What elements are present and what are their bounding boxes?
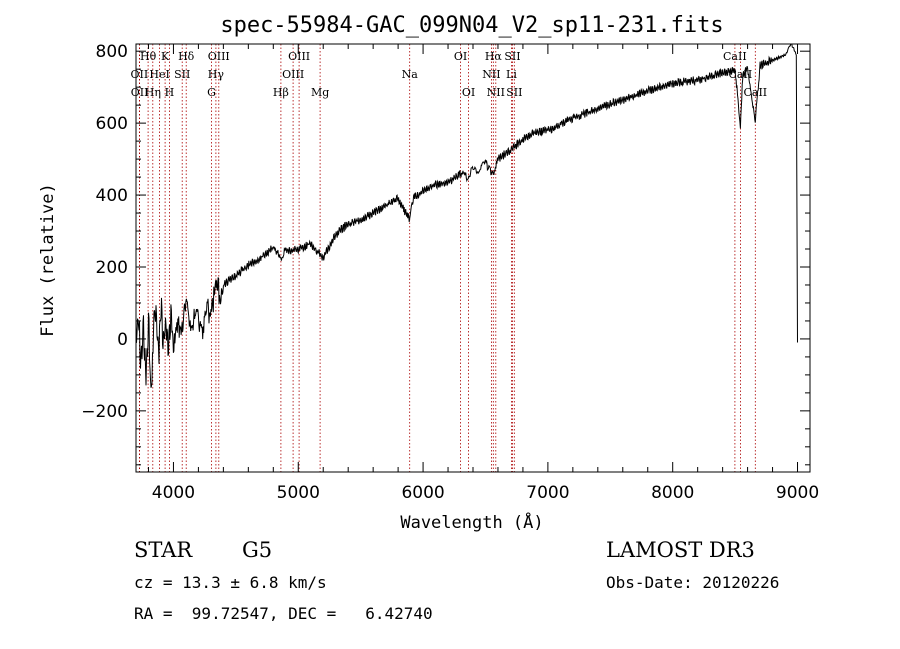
observation-date: Obs-Date: 20120226 — [606, 573, 780, 592]
object-class: STAR — [134, 538, 193, 562]
line-label-sii: SII — [506, 86, 522, 99]
line-label-hθ: Hθ — [140, 50, 157, 63]
line-label-caii: CaII — [723, 50, 747, 63]
line-markers — [138, 44, 756, 472]
line-label-k: K — [161, 50, 170, 63]
line-label-nii: NII — [487, 86, 505, 99]
object-subclass: G5 — [242, 538, 273, 562]
line-label-nii: NII — [482, 68, 500, 81]
survey-name: LAMOST DR3 — [606, 538, 755, 562]
line-label-oiii: OIII — [282, 68, 304, 81]
line-label-na: Na — [402, 68, 419, 81]
line-label-g: G — [207, 86, 216, 99]
y-tick-label-0: 0 — [117, 330, 128, 350]
line-label-oi: OI — [454, 50, 467, 63]
axis-ticks: 4000 5000 6000 7000 8000 9000 −200 0 200 400 600 80… — [81, 42, 819, 503]
x-tick-label-5000: 5000 — [277, 483, 320, 503]
x-tick-label-6000: 6000 — [401, 483, 444, 503]
line-label-hγ: Hγ — [208, 68, 225, 81]
line-label-li: Li — [506, 68, 517, 81]
x-tick-label-9000: 9000 — [776, 483, 819, 503]
chart-title: spec-55984-GAC_099N04_V2_sp11-231.fits — [220, 13, 723, 38]
line-label-sii: SII — [174, 68, 190, 81]
coordinates: RA = 99.72547, DEC = 6.42740 — [134, 604, 433, 623]
y-tick-label-200: 200 — [96, 258, 128, 278]
x-tick-label-4000: 4000 — [152, 483, 195, 503]
line-label-oi: OI — [462, 86, 475, 99]
spectrum-line — [135, 43, 798, 388]
y-tick-label-800: 800 — [96, 42, 128, 62]
line-label-sii: SII — [504, 50, 520, 63]
y-tick-label-400: 400 — [96, 186, 128, 206]
line-label-caii: CaII — [729, 68, 753, 81]
line-label-hβ: Hβ — [273, 86, 289, 99]
y-tick-label--200: −200 — [81, 402, 128, 422]
line-label-hη: Hη — [145, 86, 161, 99]
line-label-hδ: Hδ — [178, 50, 195, 63]
line-label-h: H — [165, 86, 175, 99]
x-axis-label: Wavelength (Å) — [400, 511, 543, 533]
line-label-mg: Mg — [311, 86, 329, 99]
x-tick-label-7000: 7000 — [526, 483, 569, 503]
line-label-hei: HeI — [149, 68, 169, 81]
y-tick-label-600: 600 — [96, 114, 128, 134]
line-label-hα: Hα — [485, 50, 503, 63]
line-label-oii: OII — [131, 68, 149, 81]
plot-frame — [135, 43, 811, 473]
redshift-value: cz = 13.3 ± 6.8 km/s — [134, 573, 327, 592]
x-tick-label-8000: 8000 — [651, 483, 694, 503]
line-label-oii: OII — [131, 86, 149, 99]
y-axis-label: Flux (relative) — [38, 183, 58, 337]
line-label-caii: CaII — [743, 86, 767, 99]
line-label-oiii: OIII — [208, 50, 230, 63]
line-label-oiii: OIII — [288, 50, 310, 63]
